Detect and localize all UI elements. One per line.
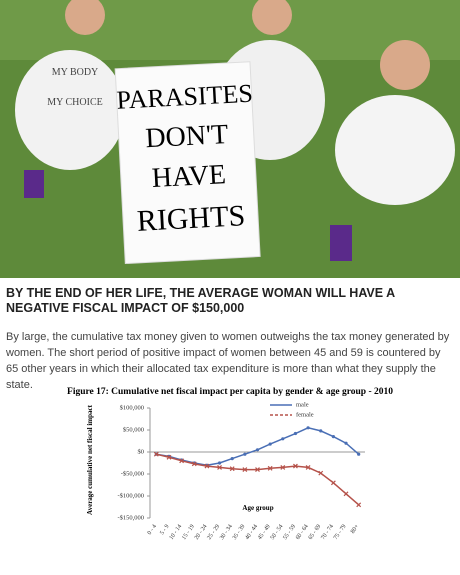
sign-text: RIGHTS <box>136 199 246 238</box>
cup <box>330 225 352 261</box>
point <box>153 451 159 457</box>
point <box>356 502 362 508</box>
point <box>319 429 323 433</box>
y-tick-label: -$50,000 <box>121 470 144 477</box>
photo: MY BODY MY CHOICE PARASITES DON'T HAVE R… <box>0 0 460 278</box>
point <box>229 466 235 472</box>
point <box>268 442 272 446</box>
series-line <box>156 453 360 506</box>
point <box>293 463 298 469</box>
y-tick-label: -$150,000 <box>117 514 144 521</box>
point <box>305 464 311 470</box>
point <box>281 437 285 441</box>
x-tick-label: 5 - 9 <box>159 524 170 536</box>
point <box>217 464 222 470</box>
point <box>204 463 210 469</box>
series-line <box>156 427 360 466</box>
point <box>267 465 273 471</box>
person-3 <box>335 95 455 205</box>
point <box>255 467 260 473</box>
point <box>306 426 310 430</box>
point <box>280 464 286 470</box>
y-tick-label: $100,000 <box>120 404 144 411</box>
x-axis-label: Age group <box>242 504 273 512</box>
cup <box>24 170 44 198</box>
point <box>243 452 247 456</box>
point <box>331 435 335 439</box>
legend-label: male <box>296 401 309 408</box>
sign-text: DON'T <box>145 119 229 154</box>
point <box>344 441 348 445</box>
point <box>217 461 222 465</box>
y-tick-label: -$100,000 <box>117 492 144 499</box>
sign-text: PARASITES <box>116 79 254 115</box>
headline: BY THE END OF HER LIFE, THE AVERAGE WOMA… <box>6 286 395 315</box>
point <box>330 480 336 486</box>
point <box>293 431 298 436</box>
y-tick-label: $0 <box>138 448 145 455</box>
sign-text: HAVE <box>151 159 227 194</box>
shirt-text: MY BODY <box>52 67 99 78</box>
face-3 <box>380 40 430 90</box>
x-tick-label: 75 - 79 <box>333 524 348 541</box>
face-2 <box>252 0 292 35</box>
body-text: By large, the cumulative tax money given… <box>6 331 450 391</box>
point <box>255 448 260 452</box>
point <box>357 452 361 456</box>
legend-label: female <box>296 411 314 418</box>
point <box>179 458 185 464</box>
point <box>343 491 349 497</box>
point <box>166 454 172 460</box>
face-1 <box>65 0 105 35</box>
shirt-text: MY CHOICE <box>47 97 102 108</box>
chart: Figure 17: Cumulative net fiscal impact … <box>67 387 393 541</box>
y-tick-label: $50,000 <box>123 426 144 433</box>
chart-title: Figure 17: Cumulative net fiscal impact … <box>67 387 393 397</box>
sign <box>114 61 261 265</box>
point <box>230 457 234 461</box>
x-tick-label: 0 - 4 <box>147 524 158 536</box>
point <box>242 467 248 473</box>
x-tick-label: 80+ <box>350 523 361 535</box>
point <box>191 461 197 467</box>
person-1 <box>15 50 125 170</box>
y-axis-label: Average cumulative net fiscal impact <box>86 404 94 515</box>
point <box>318 470 324 476</box>
